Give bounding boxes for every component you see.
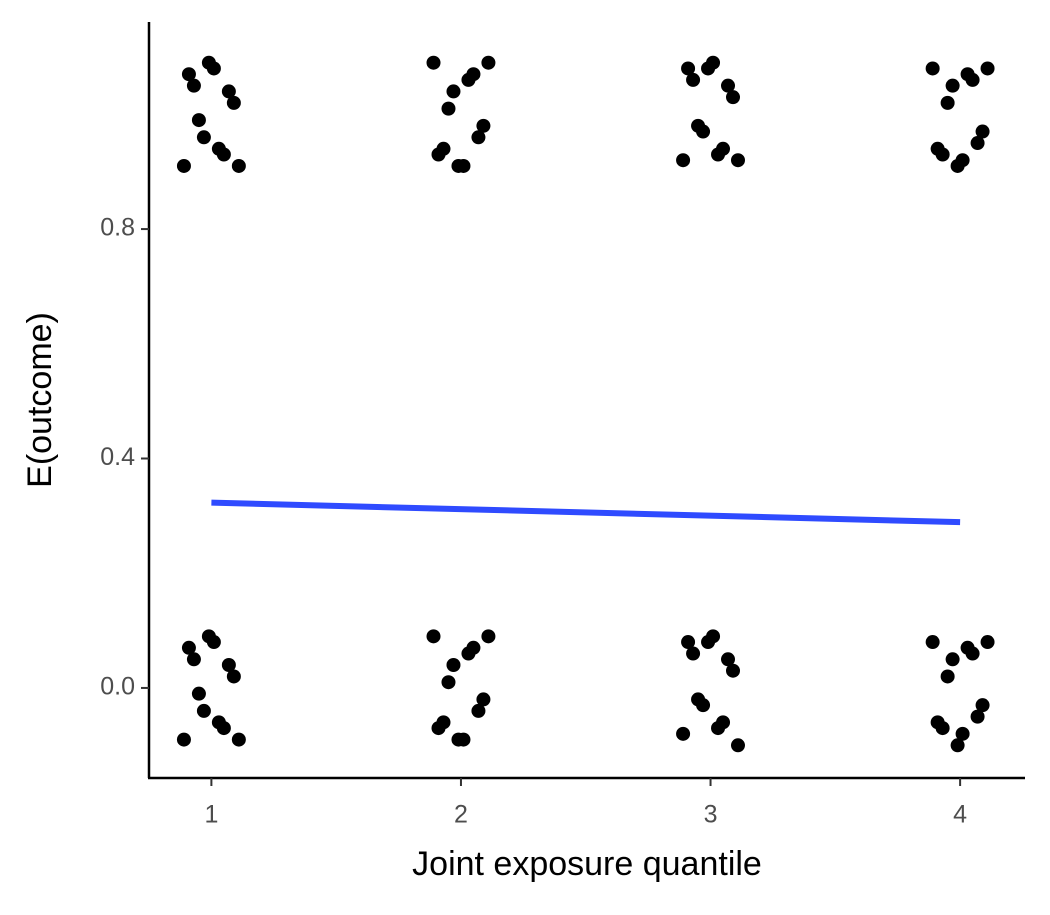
point — [945, 652, 960, 667]
point — [970, 709, 985, 724]
point — [181, 640, 196, 655]
point — [721, 652, 736, 667]
point — [681, 61, 696, 76]
point — [191, 686, 206, 701]
point — [226, 95, 241, 110]
point — [231, 732, 246, 747]
x-tick-label: 1 — [204, 801, 218, 829]
point — [196, 130, 211, 145]
x-tick-label: 2 — [454, 801, 468, 829]
point — [431, 721, 446, 736]
point — [471, 130, 486, 145]
point — [955, 726, 970, 741]
point — [930, 715, 945, 730]
point — [940, 95, 955, 110]
point — [201, 629, 216, 644]
point — [461, 646, 476, 661]
point — [441, 675, 456, 690]
point — [726, 663, 740, 678]
point — [975, 124, 990, 139]
fit-line — [211, 499, 961, 526]
point — [701, 61, 716, 76]
y-tick-label: 0.0 — [100, 673, 135, 701]
point — [231, 158, 246, 173]
point — [676, 726, 691, 741]
point — [431, 147, 446, 162]
point — [196, 703, 211, 718]
point — [691, 118, 706, 133]
point — [176, 158, 191, 173]
point — [426, 55, 441, 70]
x-tick-label: 4 — [953, 801, 967, 829]
point — [711, 147, 726, 162]
point — [476, 692, 491, 707]
point — [186, 78, 201, 93]
point — [950, 738, 965, 753]
point — [960, 67, 975, 82]
x-axis-title: Joint exposure quantile — [412, 845, 762, 883]
point — [945, 78, 960, 93]
point — [925, 61, 940, 76]
point — [676, 153, 691, 168]
point — [980, 635, 995, 650]
y-tick-label: 0.8 — [100, 214, 135, 242]
point — [970, 136, 985, 151]
point — [426, 629, 441, 644]
point — [211, 141, 226, 156]
point — [441, 101, 456, 116]
point — [721, 78, 736, 93]
point — [201, 55, 216, 70]
point — [686, 72, 701, 87]
point — [681, 635, 696, 650]
point — [186, 652, 201, 667]
point — [226, 669, 241, 684]
point — [726, 90, 740, 105]
point — [461, 72, 476, 87]
x-tick-label: 3 — [704, 801, 718, 829]
y-tick-label: 0.4 — [100, 443, 135, 471]
point — [476, 118, 491, 133]
point — [481, 55, 496, 70]
point — [221, 84, 236, 99]
point — [446, 84, 461, 99]
point — [446, 658, 461, 673]
point — [940, 669, 955, 684]
point — [176, 732, 191, 747]
point — [950, 158, 965, 173]
point — [701, 635, 716, 650]
point — [730, 153, 745, 168]
y-axis-title: E(outcome) — [21, 312, 59, 488]
point — [930, 141, 945, 156]
point — [451, 732, 466, 747]
point — [221, 658, 236, 673]
point — [980, 61, 995, 76]
point — [975, 698, 990, 713]
point — [211, 715, 226, 730]
point — [711, 721, 726, 736]
point — [451, 158, 466, 173]
point — [730, 738, 745, 753]
point — [181, 67, 196, 82]
point — [960, 640, 975, 655]
point — [471, 703, 486, 718]
point — [191, 113, 206, 128]
point — [481, 629, 496, 644]
point — [925, 635, 940, 650]
point — [691, 692, 706, 707]
point — [686, 646, 701, 661]
